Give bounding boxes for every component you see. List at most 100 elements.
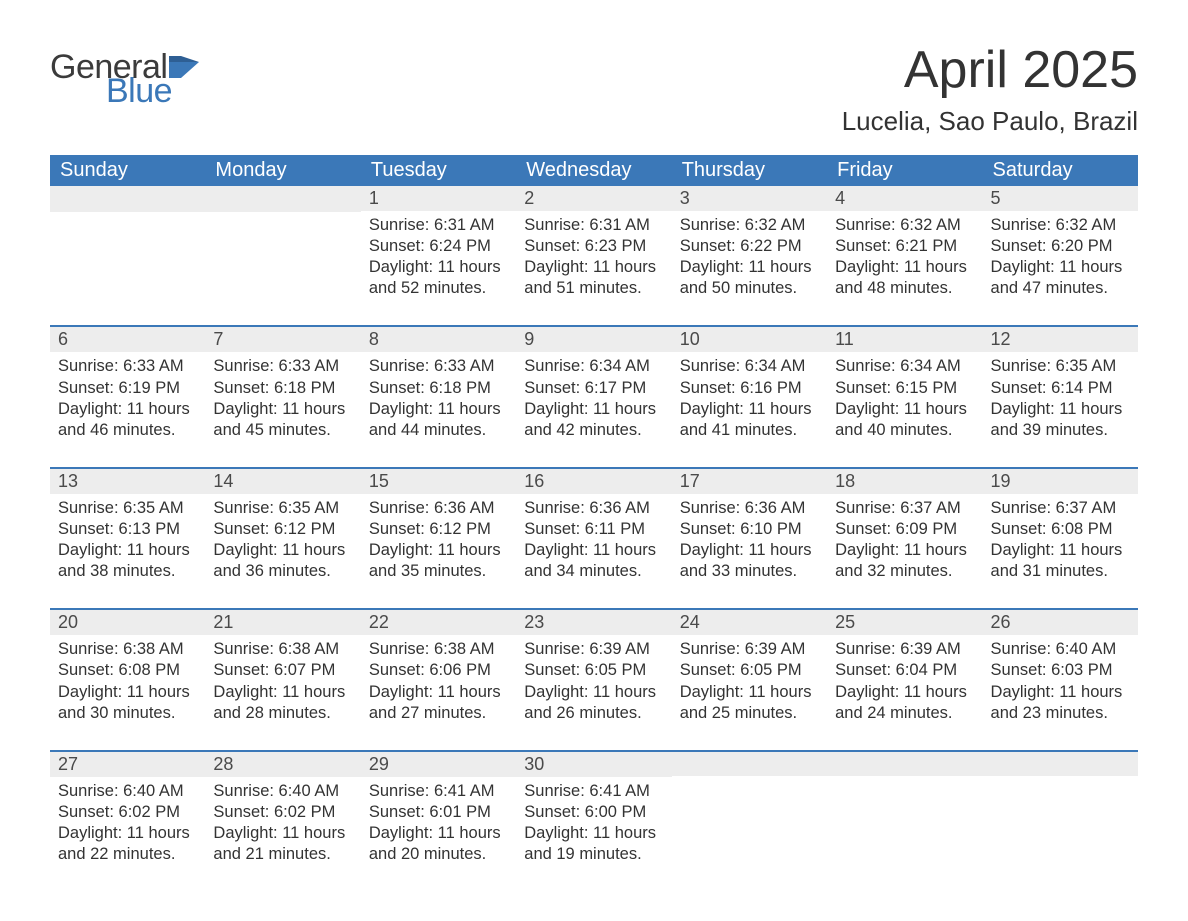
daylight-text: Daylight: 11 hours and 30 minutes. xyxy=(58,682,197,724)
calendar-day-cell: 8Sunrise: 6:33 AMSunset: 6:18 PMDaylight… xyxy=(361,325,516,466)
sunrise-text: Sunrise: 6:34 AM xyxy=(835,356,974,377)
daylight-text: Daylight: 11 hours and 45 minutes. xyxy=(213,399,352,441)
day-number: 5 xyxy=(983,186,1138,211)
calendar-day-cell: 2Sunrise: 6:31 AMSunset: 6:23 PMDaylight… xyxy=(516,186,671,325)
sunrise-text: Sunrise: 6:31 AM xyxy=(369,215,508,236)
calendar-day-cell: 27Sunrise: 6:40 AMSunset: 6:02 PMDayligh… xyxy=(50,750,205,891)
daylight-text: Daylight: 11 hours and 35 minutes. xyxy=(369,540,508,582)
day-number xyxy=(205,186,360,212)
daylight-text: Daylight: 11 hours and 47 minutes. xyxy=(991,257,1130,299)
day-number xyxy=(983,750,1138,776)
day-details: Sunrise: 6:39 AMSunset: 6:04 PMDaylight:… xyxy=(827,635,982,723)
day-number: 27 xyxy=(50,750,205,777)
daylight-text: Daylight: 11 hours and 52 minutes. xyxy=(369,257,508,299)
sunset-text: Sunset: 6:13 PM xyxy=(58,519,197,540)
sunrise-text: Sunrise: 6:37 AM xyxy=(835,498,974,519)
daylight-text: Daylight: 11 hours and 33 minutes. xyxy=(680,540,819,582)
day-details: Sunrise: 6:31 AMSunset: 6:24 PMDaylight:… xyxy=(361,211,516,299)
sunrise-text: Sunrise: 6:39 AM xyxy=(680,639,819,660)
daylight-text: Daylight: 11 hours and 31 minutes. xyxy=(991,540,1130,582)
sunset-text: Sunset: 6:08 PM xyxy=(991,519,1130,540)
daylight-text: Daylight: 11 hours and 51 minutes. xyxy=(524,257,663,299)
sunrise-text: Sunrise: 6:35 AM xyxy=(58,498,197,519)
calendar-day-cell: 22Sunrise: 6:38 AMSunset: 6:06 PMDayligh… xyxy=(361,608,516,749)
sunset-text: Sunset: 6:09 PM xyxy=(835,519,974,540)
sunset-text: Sunset: 6:17 PM xyxy=(524,378,663,399)
daylight-text: Daylight: 11 hours and 22 minutes. xyxy=(58,823,197,865)
calendar-day-cell: 18Sunrise: 6:37 AMSunset: 6:09 PMDayligh… xyxy=(827,467,982,608)
day-details: Sunrise: 6:34 AMSunset: 6:15 PMDaylight:… xyxy=(827,352,982,440)
weekday-header: Saturday xyxy=(983,155,1138,186)
calendar-day-cell xyxy=(50,186,205,325)
day-number: 11 xyxy=(827,325,982,352)
calendar-day-cell: 26Sunrise: 6:40 AMSunset: 6:03 PMDayligh… xyxy=(983,608,1138,749)
sunrise-text: Sunrise: 6:38 AM xyxy=(58,639,197,660)
sunset-text: Sunset: 6:00 PM xyxy=(524,802,663,823)
daylight-text: Daylight: 11 hours and 46 minutes. xyxy=(58,399,197,441)
daylight-text: Daylight: 11 hours and 38 minutes. xyxy=(58,540,197,582)
sunset-text: Sunset: 6:20 PM xyxy=(991,236,1130,257)
sunset-text: Sunset: 6:11 PM xyxy=(524,519,663,540)
sunrise-text: Sunrise: 6:41 AM xyxy=(369,781,508,802)
day-number: 26 xyxy=(983,608,1138,635)
sunrise-text: Sunrise: 6:39 AM xyxy=(524,639,663,660)
sunrise-text: Sunrise: 6:39 AM xyxy=(835,639,974,660)
day-details: Sunrise: 6:34 AMSunset: 6:17 PMDaylight:… xyxy=(516,352,671,440)
day-details: Sunrise: 6:38 AMSunset: 6:06 PMDaylight:… xyxy=(361,635,516,723)
calendar-day-cell: 20Sunrise: 6:38 AMSunset: 6:08 PMDayligh… xyxy=(50,608,205,749)
calendar-day-cell: 30Sunrise: 6:41 AMSunset: 6:00 PMDayligh… xyxy=(516,750,671,891)
daylight-text: Daylight: 11 hours and 20 minutes. xyxy=(369,823,508,865)
month-title: April 2025 xyxy=(842,40,1138,100)
calendar-day-cell xyxy=(672,750,827,891)
day-details: Sunrise: 6:33 AMSunset: 6:18 PMDaylight:… xyxy=(361,352,516,440)
calendar-day-cell: 19Sunrise: 6:37 AMSunset: 6:08 PMDayligh… xyxy=(983,467,1138,608)
sunrise-text: Sunrise: 6:36 AM xyxy=(680,498,819,519)
daylight-text: Daylight: 11 hours and 34 minutes. xyxy=(524,540,663,582)
day-details: Sunrise: 6:31 AMSunset: 6:23 PMDaylight:… xyxy=(516,211,671,299)
sunset-text: Sunset: 6:01 PM xyxy=(369,802,508,823)
calendar-day-cell: 5Sunrise: 6:32 AMSunset: 6:20 PMDaylight… xyxy=(983,186,1138,325)
sunset-text: Sunset: 6:22 PM xyxy=(680,236,819,257)
sunrise-text: Sunrise: 6:32 AM xyxy=(835,215,974,236)
day-details: Sunrise: 6:37 AMSunset: 6:09 PMDaylight:… xyxy=(827,494,982,582)
day-details: Sunrise: 6:41 AMSunset: 6:00 PMDaylight:… xyxy=(516,777,671,865)
day-details: Sunrise: 6:35 AMSunset: 6:14 PMDaylight:… xyxy=(983,352,1138,440)
calendar-day-cell: 24Sunrise: 6:39 AMSunset: 6:05 PMDayligh… xyxy=(672,608,827,749)
day-number: 4 xyxy=(827,186,982,211)
calendar-day-cell: 15Sunrise: 6:36 AMSunset: 6:12 PMDayligh… xyxy=(361,467,516,608)
calendar-day-cell: 12Sunrise: 6:35 AMSunset: 6:14 PMDayligh… xyxy=(983,325,1138,466)
day-number xyxy=(50,186,205,212)
sunset-text: Sunset: 6:10 PM xyxy=(680,519,819,540)
calendar-day-cell: 28Sunrise: 6:40 AMSunset: 6:02 PMDayligh… xyxy=(205,750,360,891)
sunset-text: Sunset: 6:15 PM xyxy=(835,378,974,399)
day-number: 30 xyxy=(516,750,671,777)
day-details: Sunrise: 6:32 AMSunset: 6:21 PMDaylight:… xyxy=(827,211,982,299)
sunset-text: Sunset: 6:07 PM xyxy=(213,660,352,681)
day-number: 12 xyxy=(983,325,1138,352)
calendar-day-cell: 21Sunrise: 6:38 AMSunset: 6:07 PMDayligh… xyxy=(205,608,360,749)
calendar-day-cell: 14Sunrise: 6:35 AMSunset: 6:12 PMDayligh… xyxy=(205,467,360,608)
sunrise-text: Sunrise: 6:35 AM xyxy=(991,356,1130,377)
daylight-text: Daylight: 11 hours and 21 minutes. xyxy=(213,823,352,865)
calendar-week-row: 20Sunrise: 6:38 AMSunset: 6:08 PMDayligh… xyxy=(50,608,1138,749)
day-details: Sunrise: 6:32 AMSunset: 6:22 PMDaylight:… xyxy=(672,211,827,299)
daylight-text: Daylight: 11 hours and 42 minutes. xyxy=(524,399,663,441)
sunset-text: Sunset: 6:02 PM xyxy=(58,802,197,823)
day-details: Sunrise: 6:36 AMSunset: 6:11 PMDaylight:… xyxy=(516,494,671,582)
day-number: 13 xyxy=(50,467,205,494)
daylight-text: Daylight: 11 hours and 41 minutes. xyxy=(680,399,819,441)
daylight-text: Daylight: 11 hours and 48 minutes. xyxy=(835,257,974,299)
day-number: 7 xyxy=(205,325,360,352)
weekday-header: Thursday xyxy=(672,155,827,186)
sunrise-text: Sunrise: 6:40 AM xyxy=(213,781,352,802)
sunrise-text: Sunrise: 6:37 AM xyxy=(991,498,1130,519)
calendar-day-cell: 11Sunrise: 6:34 AMSunset: 6:15 PMDayligh… xyxy=(827,325,982,466)
daylight-text: Daylight: 11 hours and 44 minutes. xyxy=(369,399,508,441)
daylight-text: Daylight: 11 hours and 40 minutes. xyxy=(835,399,974,441)
day-number xyxy=(672,750,827,776)
calendar-day-cell: 29Sunrise: 6:41 AMSunset: 6:01 PMDayligh… xyxy=(361,750,516,891)
sunset-text: Sunset: 6:14 PM xyxy=(991,378,1130,399)
day-number: 1 xyxy=(361,186,516,211)
day-details: Sunrise: 6:32 AMSunset: 6:20 PMDaylight:… xyxy=(983,211,1138,299)
sunset-text: Sunset: 6:18 PM xyxy=(213,378,352,399)
